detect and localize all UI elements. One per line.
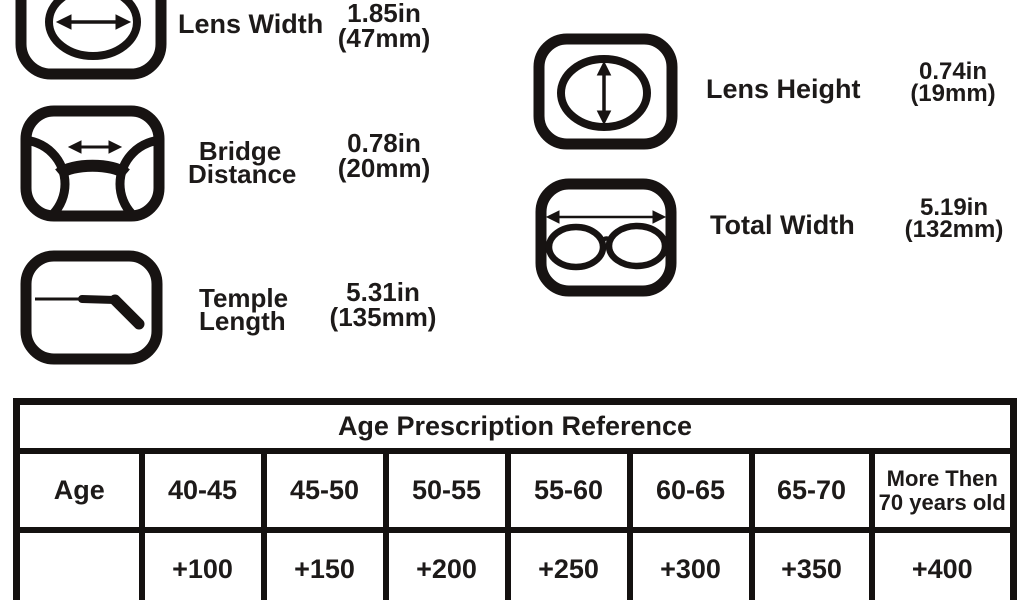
age-prescription-table: Age Prescription Reference Age 40-45 45-… [13, 398, 1017, 600]
age-range-last-line2: 70 years old [878, 489, 1006, 515]
lens-height-value-inches: 0.74in [918, 58, 988, 85]
age-table-corner-cell: Age [13, 448, 145, 533]
lens-height-value-mm: (19mm) [910, 80, 996, 107]
age-range-cell: 40-45 [138, 448, 267, 533]
temple-length-value-inches: 5.31in [346, 277, 420, 307]
lens-height-value: 0.74in (19mm) [903, 58, 1003, 107]
total-width-value-inches: 5.19in [919, 194, 989, 221]
lens-height-icon [533, 33, 678, 150]
bridge-distance-label-line1: Bridge [198, 136, 282, 166]
age-table-title: Age Prescription Reference [13, 398, 1017, 454]
age-range-cell: 45-50 [260, 448, 389, 533]
age-range-last-cell: More Then 70 years old [868, 448, 1017, 533]
age-range-cell: 65-70 [748, 448, 875, 533]
age-range-cell: 60-65 [626, 448, 755, 533]
lens-width-label: Lens Width [178, 9, 324, 39]
bridge-distance-value-inches: 0.78in [347, 128, 421, 158]
bridge-distance-label-line2: Distance [188, 159, 297, 189]
prescription-value-cell: +400 [868, 527, 1017, 600]
bridge-distance-value: 0.78in (20mm) [332, 128, 436, 183]
lens-height-label: Lens Height [706, 74, 861, 104]
bridge-distance-value-mm: (20mm) [337, 153, 431, 183]
lens-width-value-inches: 1.85in [347, 0, 421, 28]
age-range-cell: 50-55 [382, 448, 511, 533]
lens-width-value-mm: (47mm) [337, 23, 431, 53]
lens-width-icon [15, 0, 167, 80]
prescription-value-cell: +300 [626, 527, 755, 600]
temple-length-value-mm: (135mm) [329, 302, 437, 332]
temple-length-label: Temple Length [199, 283, 289, 336]
total-width-icon [535, 178, 677, 297]
prescription-value-cell: +250 [504, 527, 633, 600]
total-width-label: Total Width [710, 210, 855, 240]
prescription-empty-cell [13, 527, 145, 600]
prescription-value-cell: +150 [260, 527, 389, 600]
temple-length-label-line2: Length [199, 306, 286, 336]
prescription-value-cell: +200 [382, 527, 511, 600]
temple-length-label-line1: Temple [199, 283, 289, 313]
lens-width-value: 1.85in (47mm) [332, 0, 436, 53]
prescription-value-cell: +100 [138, 527, 267, 600]
total-width-value-mm: (132mm) [904, 216, 1004, 243]
age-range-last-line1: More Then [886, 465, 998, 491]
temple-length-icon [20, 250, 163, 365]
prescription-value-cell: +350 [748, 527, 875, 600]
total-width-value: 5.19in (132mm) [898, 194, 1010, 243]
bridge-distance-icon [20, 105, 165, 222]
age-range-cell: 55-60 [504, 448, 633, 533]
bridge-distance-label: Bridge Distance [188, 136, 297, 189]
temple-length-value: 5.31in (135mm) [325, 277, 441, 332]
